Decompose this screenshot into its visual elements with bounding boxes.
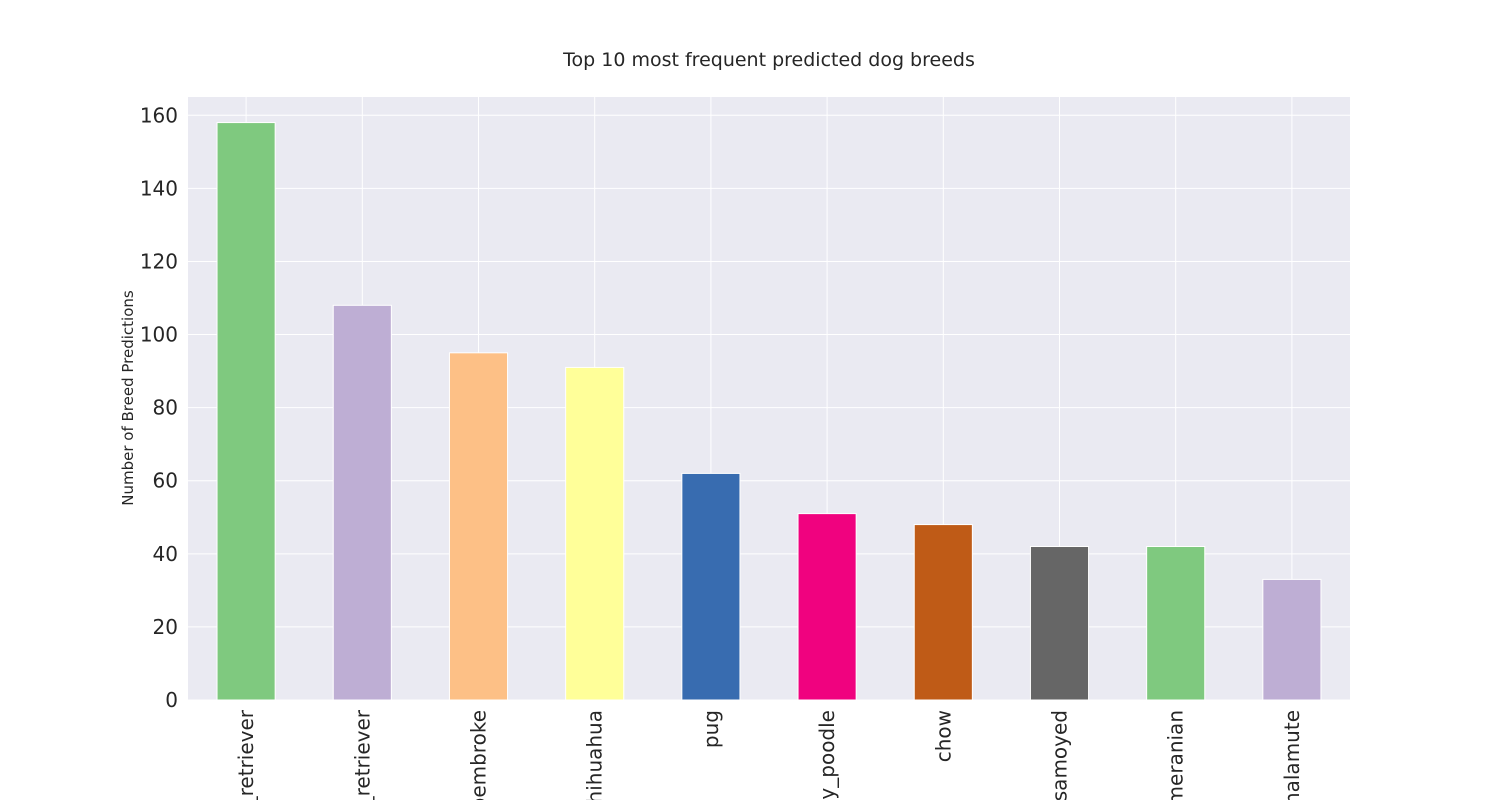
bar-3 — [565, 366, 625, 701]
bar-5 — [797, 513, 857, 701]
x-tick-label: meranian — [1164, 710, 1188, 800]
bar-1 — [332, 304, 392, 701]
x-axis-ticks: _retriever _retriever pembroke chihuahua pug… — [234, 709, 1304, 800]
bar-9 — [1262, 578, 1322, 701]
x-tick-label: chihuahua — [583, 710, 607, 800]
bar-0 — [216, 122, 276, 701]
bar-2 — [448, 352, 509, 701]
y-axis-ticks: 0 20 40 60 80 100 120 140 160 — [140, 103, 178, 712]
x-tick-label: pug — [699, 710, 723, 748]
bar-8 — [1146, 546, 1206, 701]
y-tick-label: 40 — [153, 542, 178, 566]
y-tick-label: 20 — [153, 615, 178, 639]
bar-4 — [681, 472, 741, 701]
y-axis-label: Number of Breed Predictions — [119, 290, 137, 506]
y-tick-label: 100 — [140, 323, 178, 347]
x-tick-label: py_poodle — [815, 710, 839, 800]
x-tick-label: _retriever — [350, 709, 374, 800]
chart-title: Top 10 most frequent predicted dog breed… — [562, 49, 975, 71]
bars — [216, 122, 1322, 701]
y-tick-label: 60 — [153, 469, 178, 493]
y-tick-label: 0 — [165, 688, 178, 712]
x-tick-label: malamute — [1280, 710, 1304, 800]
y-tick-label: 120 — [140, 249, 178, 273]
y-tick-label: 160 — [140, 103, 178, 127]
x-tick-label: _retriever — [234, 709, 258, 800]
x-tick-label: pembroke — [467, 710, 491, 800]
y-tick-label: 80 — [153, 396, 178, 420]
y-tick-label: 140 — [140, 176, 178, 200]
bar-7 — [1029, 546, 1090, 701]
x-tick-label: samoyed — [1048, 710, 1072, 800]
x-tick-label: chow — [931, 710, 955, 762]
bar-6 — [913, 524, 973, 701]
